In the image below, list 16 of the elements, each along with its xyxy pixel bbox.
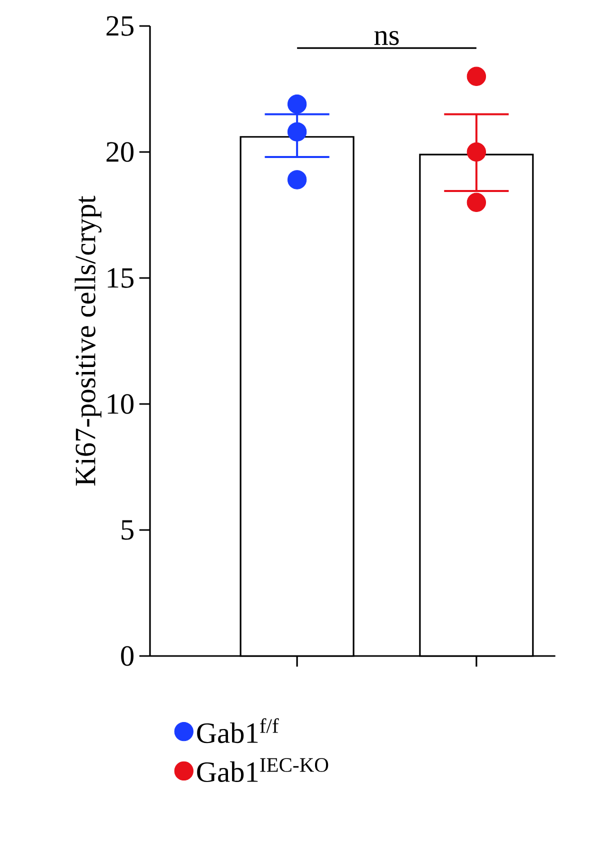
y-axis-title: Ki67-positive cells/crypt: [74, 196, 102, 486]
point: [287, 94, 307, 114]
point: [466, 142, 486, 162]
legend-label: Gab1$^{IEC-KO}$: [197, 758, 328, 782]
y-tick-label: 15: [108, 268, 134, 288]
point: [287, 170, 307, 190]
y-tick-label: 5: [122, 520, 134, 540]
annotation: ns: [374, 31, 399, 46]
point: [287, 122, 307, 142]
y-tick-label: 20: [106, 142, 134, 162]
point: [466, 192, 486, 212]
legend-label: Gab1$^{f/f}$: [197, 718, 279, 744]
y-tick-label: 25: [106, 16, 134, 36]
y-tick-label: 10: [108, 394, 134, 414]
y-tick-label: 0: [121, 646, 134, 666]
point: [466, 66, 486, 86]
